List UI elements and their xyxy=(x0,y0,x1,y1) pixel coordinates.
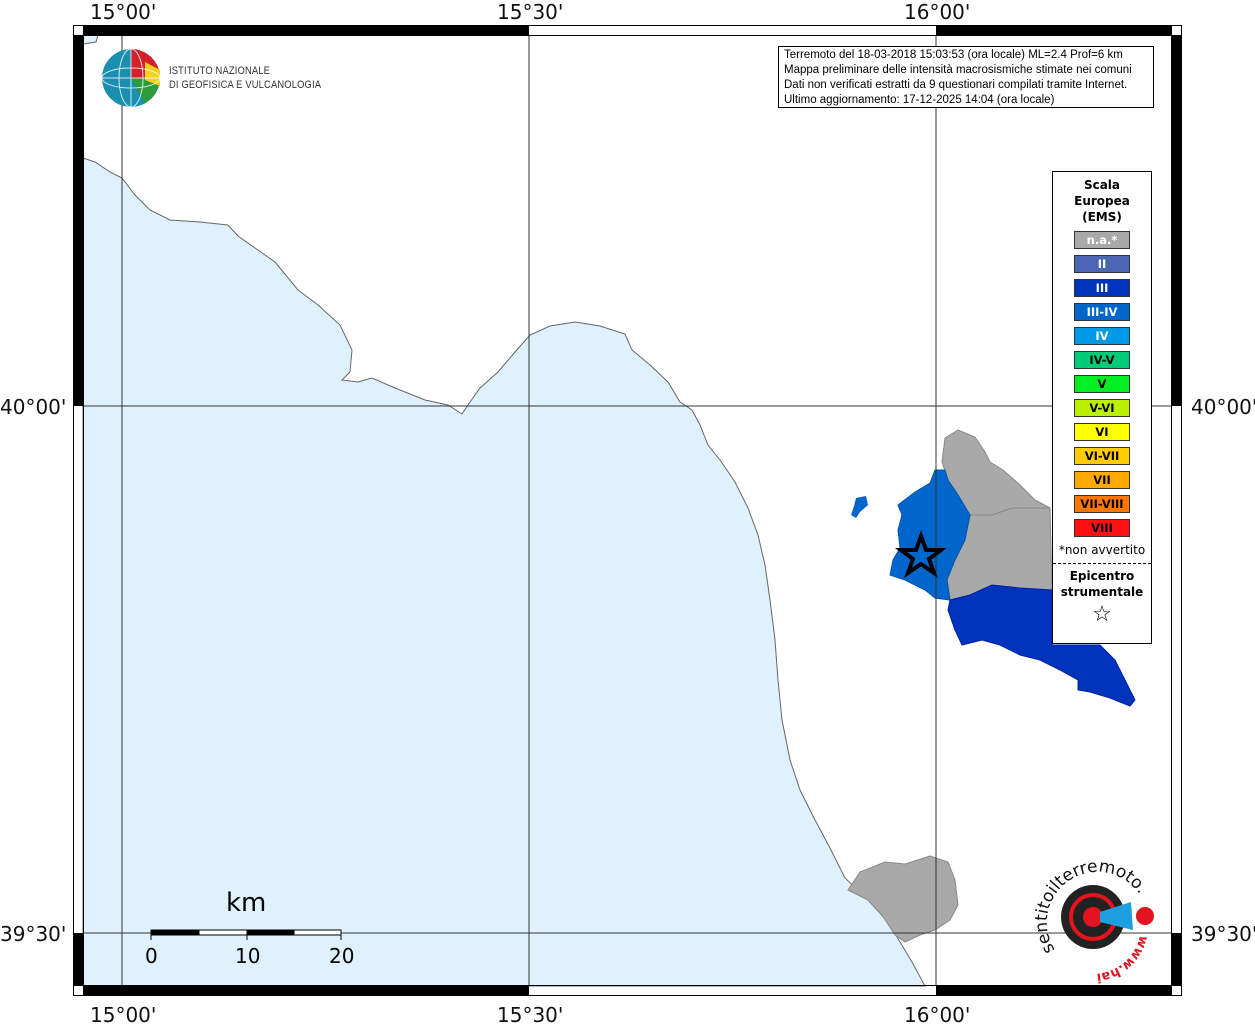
legend-note: *non avvertito xyxy=(1058,543,1146,557)
legend-swatch: VII xyxy=(1074,471,1130,489)
lon-label-top-15-00: 15°00' xyxy=(90,0,157,24)
legend-swatch: IV-V xyxy=(1074,351,1130,369)
legend-swatch: VIII xyxy=(1074,519,1130,537)
ingv-line1: ISTITUTO NAZIONALE xyxy=(169,65,271,77)
sea xyxy=(82,157,926,987)
info-line4: Ultimo aggiornamento: 17-12-2025 14:04 (… xyxy=(784,94,1055,106)
scale-tick-20: 20 xyxy=(329,944,355,968)
ems-legend: Scala Europea (EMS) n.a.* II III III-IV IV IV… xyxy=(1052,171,1152,644)
legend-swatch: VI xyxy=(1074,423,1130,441)
legend-swatch: IV xyxy=(1074,327,1130,345)
event-info-box: Terremoto del 18-03-2018 15:03:53 (ora l… xyxy=(778,46,1154,108)
legend-swatch: VI-VII xyxy=(1074,447,1130,465)
legend-title-3: (EMS) xyxy=(1082,210,1122,224)
lon-label-top-15-30: 15°30' xyxy=(497,0,564,24)
map-frame xyxy=(73,25,1182,996)
ingv-logo-text: ISTITUTO NAZIONALE DI GEOFISICA E VULCAN… xyxy=(169,64,321,92)
legend-swatches: n.a.* II III III-IV IV IV-V V V-VI VI VI-VII VII VI… xyxy=(1053,231,1151,537)
legend-epicenter-2: strumentale xyxy=(1060,585,1144,599)
graticule xyxy=(83,35,1172,986)
lat-label-left-40-00: 40°00' xyxy=(0,395,67,419)
legend-swatch: III-IV xyxy=(1074,303,1130,321)
legend-swatch: n.a.* xyxy=(1074,231,1130,249)
legend-epicenter-1: Epicentro xyxy=(1069,569,1135,583)
lon-label-top-16-00: 16°00' xyxy=(904,0,971,24)
legend-divider xyxy=(1053,563,1151,564)
scale-tick-0: 0 xyxy=(145,944,158,968)
lon-label-bottom-15-00: 15°00' xyxy=(90,1003,157,1024)
scale-unit: km xyxy=(226,888,267,918)
legend-swatch: V-VI xyxy=(1074,399,1130,417)
legend-swatch: VII-VIII xyxy=(1074,495,1130,513)
scale-bar xyxy=(150,929,342,940)
legend-title-1: Scala xyxy=(1083,178,1121,192)
lat-label-left-39-30: 39°30' xyxy=(0,922,67,946)
info-line3: Dati non verificati estratti da 9 questi… xyxy=(784,79,1128,91)
info-line1: Terremoto del 18-03-2018 15:03:53 (ora l… xyxy=(784,49,1123,61)
lat-label-right-39-30: 39°30' xyxy=(1191,922,1255,946)
ingv-logo-icon xyxy=(101,48,161,108)
lat-label-right-40-00: 40°00' xyxy=(1191,395,1255,419)
legend-star-icon: ☆ xyxy=(1092,602,1112,627)
legend-swatch: V xyxy=(1074,375,1130,393)
legend-swatch: III xyxy=(1074,279,1130,297)
scale-tick-10: 10 xyxy=(235,944,261,968)
ingv-line2: DI GEOFISICA E VULCANOLOGIA xyxy=(169,79,322,91)
municipality-na-south xyxy=(847,855,959,943)
legend-swatch: II xyxy=(1074,255,1130,273)
municipality-iii-iv-island xyxy=(851,496,868,518)
lon-label-bottom-16-00: 16°00' xyxy=(904,1003,971,1024)
municipality-iii xyxy=(947,584,1136,707)
epicenter-star-icon xyxy=(895,530,947,579)
legend-title-2: Europea xyxy=(1074,194,1130,208)
info-line2: Mappa preliminare delle intensità macros… xyxy=(784,64,1132,76)
lon-label-bottom-15-30: 15°30' xyxy=(497,1003,564,1024)
